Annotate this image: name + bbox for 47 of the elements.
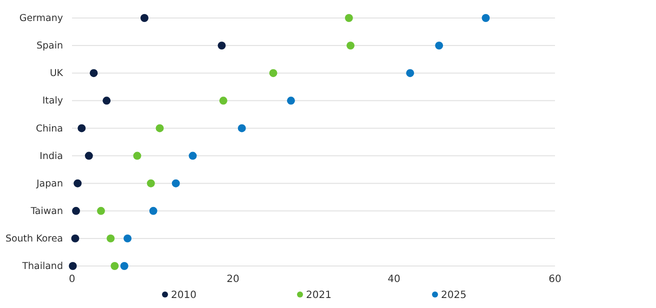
point bbox=[133, 152, 142, 160]
point bbox=[156, 124, 164, 132]
point bbox=[238, 124, 246, 132]
point bbox=[78, 124, 86, 132]
y-tick-label: Japan bbox=[36, 178, 63, 190]
x-tick-label: 40 bbox=[388, 274, 400, 286]
y-tick-label: India bbox=[40, 150, 63, 162]
point bbox=[72, 206, 80, 215]
point bbox=[102, 96, 111, 105]
y-tick-label: UK bbox=[50, 68, 64, 80]
x-tick-label: 0 bbox=[68, 274, 76, 286]
y-tick-label: Germany bbox=[19, 13, 64, 24]
legend-label: 2021 bbox=[306, 290, 332, 301]
point bbox=[482, 14, 490, 22]
y-tick-label: Thailand bbox=[21, 261, 63, 272]
legend-label: 2010 bbox=[171, 290, 196, 301]
y-tick-label: Spain bbox=[36, 40, 63, 52]
y-tick-label: Italy bbox=[42, 96, 64, 107]
point bbox=[120, 262, 128, 270]
point bbox=[269, 69, 278, 78]
point bbox=[406, 69, 414, 78]
point bbox=[68, 262, 77, 270]
point bbox=[346, 42, 355, 50]
y-tick-label: China bbox=[36, 123, 63, 134]
point bbox=[146, 179, 155, 188]
point bbox=[84, 152, 93, 160]
point bbox=[140, 14, 148, 22]
point bbox=[286, 96, 295, 105]
point bbox=[90, 69, 98, 78]
point bbox=[172, 179, 180, 188]
y-tick-label: South Korea bbox=[5, 233, 63, 244]
y-tick-label: Taiwan bbox=[30, 206, 63, 217]
point bbox=[344, 14, 353, 22]
point bbox=[149, 206, 158, 215]
point bbox=[96, 206, 105, 215]
x-tick-label: 60 bbox=[548, 274, 562, 286]
point bbox=[219, 96, 228, 105]
point bbox=[435, 42, 444, 50]
x-tick-label: 20 bbox=[226, 274, 240, 286]
point bbox=[110, 262, 119, 270]
point bbox=[71, 234, 80, 242]
point bbox=[218, 42, 226, 50]
point bbox=[124, 234, 132, 242]
point bbox=[188, 152, 197, 160]
point bbox=[74, 179, 82, 188]
legend-label: 2025 bbox=[441, 290, 466, 301]
point bbox=[106, 234, 115, 242]
